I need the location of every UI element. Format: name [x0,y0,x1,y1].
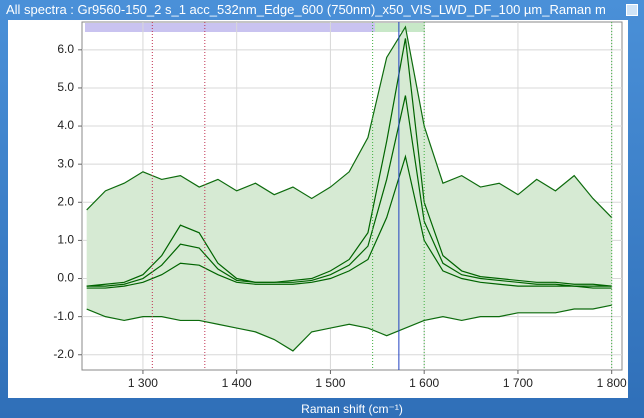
y-tick-label: 0.0 [57,271,74,285]
window-title: All spectra : Gr9560-150_2 s_1 acc_532nm… [6,2,606,17]
x-tick-label: 1 600 [409,376,439,390]
range-bar [375,23,425,32]
y-tick-label: 1.0 [57,233,74,247]
y-tick-label: 6.0 [57,42,74,56]
x-tick-label: 1 300 [128,376,158,390]
y-axis-title: Intensity (counts) [14,150,28,241]
x-axis-title: Raman shift (cm⁻¹) [301,402,403,416]
spectrum-line [86,95,612,287]
y-tick-label: 3.0 [57,156,74,170]
y-tick-label: 4.0 [57,118,74,132]
spectrum-line [86,25,613,218]
x-tick-label: 1 500 [315,376,345,390]
spectrum-line [86,154,612,289]
spectrum-line [86,38,612,287]
spectrum-line [86,304,612,352]
maximize-button[interactable] [626,4,638,16]
y-tick-label: 5.0 [57,80,74,94]
y-tick-label: -2.0 [53,347,74,361]
y-tick-label: -1.0 [53,309,74,323]
envelope-area [86,26,612,351]
plot: -2.0 -1.0 0.0 1.0 2.0 3.0 4.0 5.0 6.0 1 300 1 400 1… [53,22,627,390]
x-tick-label: 1 400 [222,376,252,390]
range-bar [85,23,375,32]
x-tick-label: 1 800 [597,376,627,390]
y-tick-label: 2.0 [57,194,74,208]
x-tick-label: 1 700 [503,376,533,390]
